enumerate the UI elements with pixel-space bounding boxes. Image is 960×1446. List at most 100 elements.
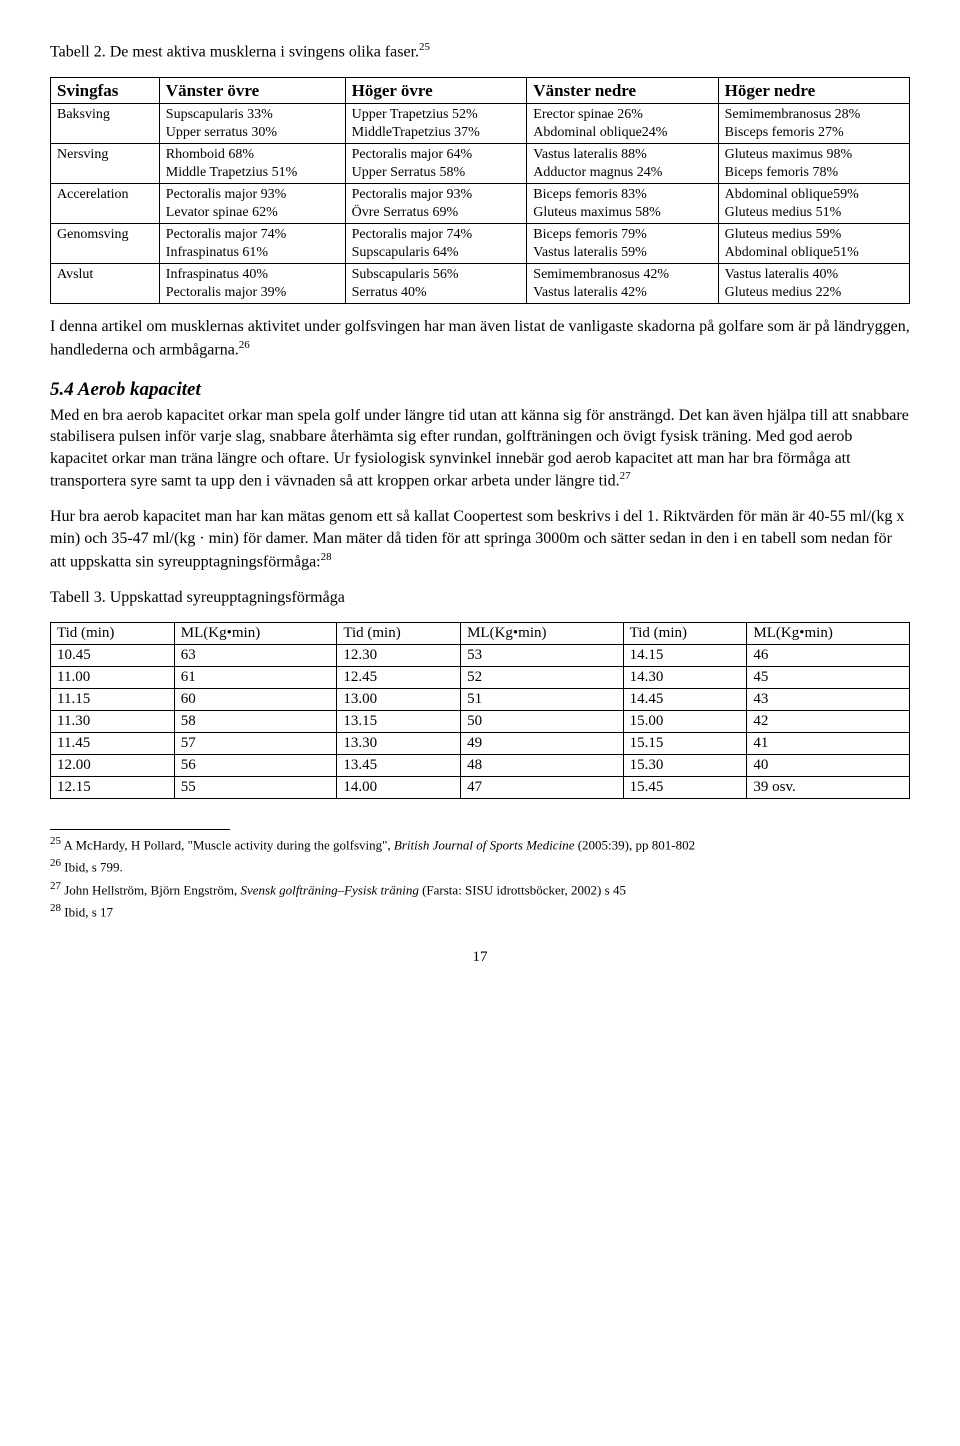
para3-sup: 28 [321, 551, 332, 563]
t3-cell: 45 [747, 667, 910, 689]
t3-cell: 13.30 [337, 733, 461, 755]
t3-cell: 61 [174, 667, 337, 689]
para2-text: Med en bra aerob kapacitet orkar man spe… [50, 407, 909, 490]
t3-h3: ML(Kg•min) [461, 623, 624, 645]
th-hoger-ovre: Höger övre [345, 77, 527, 103]
t3-cell: 14.30 [623, 667, 747, 689]
footnote-28: 28 Ibid, s 17 [50, 901, 910, 921]
phase-cell: Accerelation [51, 184, 160, 224]
phase-cell: Avslut [51, 264, 160, 304]
t3-cell: 10.45 [51, 645, 175, 667]
th-vanster-nedre: Vänster nedre [527, 77, 718, 103]
muscle-cell: Subscapularis 56%Serratus 40% [345, 264, 527, 304]
fn28-num: 28 [50, 902, 61, 914]
muscle-table-header-row: Svingfas Vänster övre Höger övre Vänster… [51, 77, 910, 103]
table-row: 11.006112.455214.3045 [51, 667, 910, 689]
table-row: 12.005613.454815.3040 [51, 755, 910, 777]
table-row: NersvingRhomboid 68%Middle Trapetzius 51… [51, 144, 910, 184]
t3-cell: 12.15 [51, 777, 175, 799]
para-1: I denna artikel om musklernas aktivitet … [50, 316, 910, 361]
t3-cell: 51 [461, 689, 624, 711]
fn28-text: Ibid, s 17 [61, 904, 113, 919]
para-3: Hur bra aerob kapacitet man har kan mäta… [50, 506, 910, 572]
phase-cell: Nersving [51, 144, 160, 184]
t3-h5: ML(Kg•min) [747, 623, 910, 645]
muscle-cell: Pectoralis major 64%Upper Serratus 58% [345, 144, 527, 184]
footnote-separator [50, 829, 230, 830]
table-row: BaksvingSupscapularis 33%Upper serratus … [51, 104, 910, 144]
para-2: Med en bra aerob kapacitet orkar man spe… [50, 405, 910, 493]
fn27-num: 27 [50, 880, 61, 892]
t3-h1: ML(Kg•min) [174, 623, 337, 645]
table-row: 11.156013.005114.4543 [51, 689, 910, 711]
t3-cell: 52 [461, 667, 624, 689]
t3-cell: 55 [174, 777, 337, 799]
fn27-a: John Hellström, Björn Engström, [61, 882, 240, 897]
t3-cell: 57 [174, 733, 337, 755]
t3-cell: 56 [174, 755, 337, 777]
t3-cell: 15.45 [623, 777, 747, 799]
para1-sup: 26 [239, 339, 250, 351]
t3-cell: 60 [174, 689, 337, 711]
table3-caption: Tabell 3. Uppskattad syreupptagningsförm… [50, 587, 910, 609]
para3-text: Hur bra aerob kapacitet man har kan mäta… [50, 508, 904, 570]
t3-cell: 12.00 [51, 755, 175, 777]
table2-caption: Tabell 2. De mest aktiva musklerna i svi… [50, 40, 910, 63]
muscle-cell: Vastus lateralis 40%Gluteus medius 22% [718, 264, 909, 304]
muscle-cell: Gluteus maximus 98%Biceps femoris 78% [718, 144, 909, 184]
muscle-cell: Infraspinatus 40%Pectoralis major 39% [159, 264, 345, 304]
t3-cell: 13.45 [337, 755, 461, 777]
muscle-cell: Biceps femoris 83%Gluteus maximus 58% [527, 184, 718, 224]
t3-h2: Tid (min) [337, 623, 461, 645]
t3-cell: 63 [174, 645, 337, 667]
muscle-cell: Semimembranosus 28%Bisceps femoris 27% [718, 104, 909, 144]
t3-cell: 15.30 [623, 755, 747, 777]
footnote-27: 27 John Hellström, Björn Engström, Svens… [50, 879, 910, 899]
muscle-cell: Semimembranosus 42%Vastus lateralis 42% [527, 264, 718, 304]
t3-cell: 58 [174, 711, 337, 733]
footnote-26: 26 Ibid, s 799. [50, 856, 910, 876]
table-row: GenomsvingPectoralis major 74%Infraspina… [51, 224, 910, 264]
table-row: 11.305813.155015.0042 [51, 711, 910, 733]
table-row: AvslutInfraspinatus 40%Pectoralis major … [51, 264, 910, 304]
t3-cell: 50 [461, 711, 624, 733]
t3-cell: 53 [461, 645, 624, 667]
table2-sup: 25 [419, 41, 430, 53]
fn27-b: Svensk golfträning–Fysisk träning [240, 882, 418, 897]
table-row: 10.456312.305314.1546 [51, 645, 910, 667]
t3-cell: 12.45 [337, 667, 461, 689]
muscle-cell: Pectoralis major 93%Levator spinae 62% [159, 184, 345, 224]
t3-h4: Tid (min) [623, 623, 747, 645]
th-hoger-nedre: Höger nedre [718, 77, 909, 103]
table-row: 11.455713.304915.1541 [51, 733, 910, 755]
t3-h0: Tid (min) [51, 623, 175, 645]
muscle-cell: Supscapularis 33%Upper serratus 30% [159, 104, 345, 144]
t3-cell: 13.15 [337, 711, 461, 733]
muscle-cell: Biceps femoris 79%Vastus lateralis 59% [527, 224, 718, 264]
muscle-cell: Pectoralis major 74%Supscapularis 64% [345, 224, 527, 264]
th-vanster-ovre: Vänster övre [159, 77, 345, 103]
muscle-table: Svingfas Vänster övre Höger övre Vänster… [50, 77, 910, 304]
heading-5-4: 5.4 Aerob kapacitet [50, 379, 910, 401]
table-row: AccerelationPectoralis major 93%Levator … [51, 184, 910, 224]
t3-cell: 14.15 [623, 645, 747, 667]
muscle-cell: Gluteus medius 59%Abdominal oblique51% [718, 224, 909, 264]
t3-cell: 14.45 [623, 689, 747, 711]
t3-cell: 15.00 [623, 711, 747, 733]
t3-cell: 14.00 [337, 777, 461, 799]
fn27-c: (Farsta: SISU idrottsböcker, 2002) s 45 [419, 882, 626, 897]
footnote-25: 25 A McHardy, H Pollard, "Muscle activit… [50, 834, 910, 854]
t3-cell: 11.45 [51, 733, 175, 755]
fn25-num: 25 [50, 835, 61, 847]
t3-cell: 13.00 [337, 689, 461, 711]
muscle-cell: Pectoralis major 93%Övre Serratus 69% [345, 184, 527, 224]
t3-cell: 11.00 [51, 667, 175, 689]
fn25-b: British Journal of Sports Medicine [394, 837, 575, 852]
t3-cell: 12.30 [337, 645, 461, 667]
muscle-cell: Vastus lateralis 88%Adductor magnus 24% [527, 144, 718, 184]
t3-cell: 42 [747, 711, 910, 733]
muscle-cell: Erector spinae 26%Abdominal oblique24% [527, 104, 718, 144]
t3-header-row: Tid (min) ML(Kg•min) Tid (min) ML(Kg•min… [51, 623, 910, 645]
t3-cell: 11.30 [51, 711, 175, 733]
page-number: 17 [50, 949, 910, 966]
